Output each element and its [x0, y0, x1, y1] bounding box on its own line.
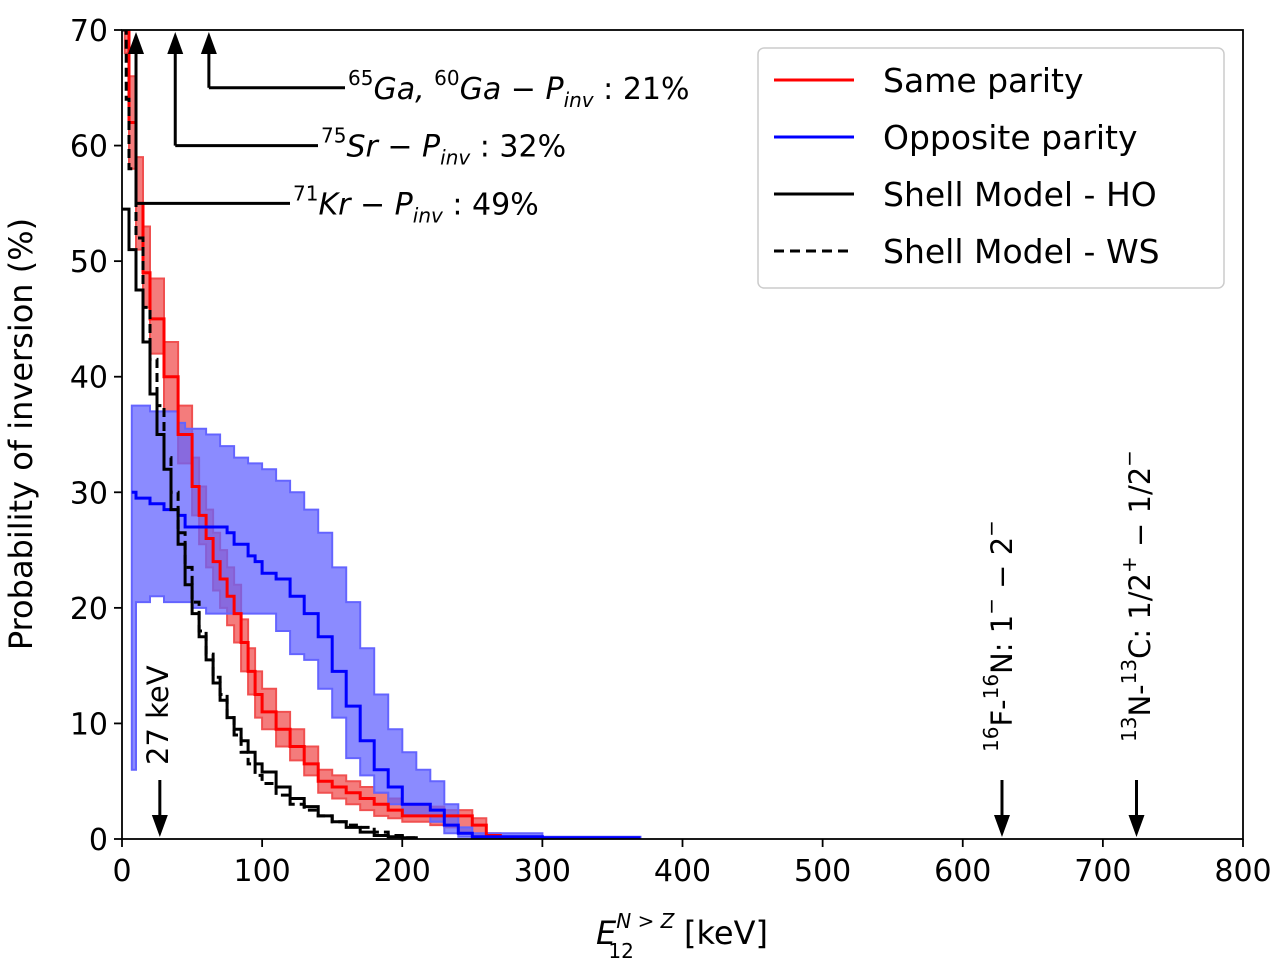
y-tick-label: 30: [70, 476, 108, 511]
annotation-part: Kr: [318, 187, 352, 222]
annotation-arrow-head-kr: [128, 32, 145, 54]
legend-frame: [757, 47, 1225, 289]
legend-label-0: Same parity: [883, 61, 1083, 100]
x-tick-label: 800: [1214, 854, 1271, 889]
marker-label-part: N-: [1123, 684, 1157, 716]
y-tick-label: 60: [70, 130, 108, 165]
x-tick-label: 700: [1074, 854, 1131, 889]
annotation-part: Ga,: [373, 72, 434, 107]
legend-label-3: Shell Model - WS: [883, 232, 1160, 271]
marker-label-part: C: 1/2: [1123, 573, 1157, 659]
annotation-part: − P: [378, 130, 441, 165]
annotation-part: inv: [413, 203, 444, 227]
x-tick-label: 100: [233, 854, 290, 889]
annotation-part: : 21%: [594, 72, 690, 107]
marker-arrow-head-kev27: [151, 815, 168, 837]
y-tick-label: 40: [70, 361, 108, 396]
marker-arrow-head-n13: [1128, 815, 1145, 837]
y-axis-title: Probability of inversion (%): [2, 218, 40, 650]
marker-label-part: 16: [979, 674, 1003, 699]
uncertainty-bands: [123, 30, 642, 839]
annotation-part: 71: [293, 181, 318, 205]
annotation-part: : 49%: [443, 187, 539, 222]
y-tick-label: 0: [89, 823, 108, 858]
y-tick-label: 70: [70, 14, 108, 49]
line-series-1: [131, 490, 641, 839]
marker-label-part: 16: [979, 727, 1003, 752]
legend: Same parity Opposite parity Shell Model - …: [757, 47, 1225, 289]
y-tick-label: 10: [70, 707, 108, 742]
marker-label-part: − 2: [985, 537, 1019, 598]
y-ticks: 0 10 20 30 40 50 60 70: [70, 14, 122, 858]
x-tick-label: 400: [654, 854, 711, 889]
x-axis-title-unit: [keV]: [674, 914, 768, 952]
legend-label-1: Opposite parity: [883, 118, 1138, 157]
legend-label-2: Shell Model - HO: [883, 175, 1157, 214]
annotation-label-sr: 75Sr − Pinv : 32%: [321, 124, 566, 170]
annotation-part: 60: [434, 66, 459, 90]
x-ticks: 0 100 200 300 400 500 600 700 800: [112, 839, 1272, 889]
annotation-part: 75: [321, 124, 346, 148]
x-tick-label: 500: [794, 854, 851, 889]
marker-label-part: −: [979, 520, 1003, 537]
marker-label-part: 13: [1117, 717, 1141, 742]
line-series-0: [124, 30, 515, 839]
x-tick-label: 0: [112, 854, 131, 889]
marker-label-kev27: 27 keV: [141, 665, 175, 765]
annotation-part: Sr: [346, 130, 379, 165]
marker-label-n13: 13N-13C: 1/2+ − 1/2−: [1117, 450, 1157, 742]
marker-label-part: −: [979, 598, 1003, 615]
band-series-1: [130, 404, 642, 839]
x-axis-title: EN > Z 12 [keV]: [596, 909, 768, 960]
plot-area: 65Ga, 60Ga − Pinv : 21%75Sr − Pinv : 32%…: [70, 14, 1272, 889]
annotation-part: Ga: [460, 72, 502, 107]
annotation-part: − P: [501, 72, 564, 107]
y-tick-label: 20: [70, 592, 108, 627]
line-series-3: [122, 30, 418, 839]
annotation-arrow-head-sr: [167, 32, 184, 54]
annotation-label-kr: 71Kr − Pinv : 49%: [293, 181, 539, 227]
x-axis-title-main: E: [596, 914, 617, 952]
annotation-part: − P: [350, 187, 413, 222]
annotation-part: 65: [348, 66, 373, 90]
x-axis-title-sub: 12: [608, 939, 633, 960]
marker-label-f16: 16F-16N: 1− − 2−: [979, 520, 1019, 752]
x-axis-title-sup: N > Z: [616, 909, 675, 933]
annotation-part: inv: [440, 146, 471, 170]
marker-label-part: 13: [1117, 659, 1141, 684]
x-tick-label: 600: [934, 854, 991, 889]
marker-label-part: +: [1117, 556, 1141, 573]
annotation-part: inv: [564, 88, 595, 112]
y-tick-label: 50: [70, 245, 108, 280]
annotation-part: : 32%: [470, 130, 566, 165]
marker-label-part: − 1/2: [1123, 467, 1157, 556]
marker-arrow-head-f16: [993, 815, 1010, 837]
x-tick-label: 300: [514, 854, 571, 889]
marker-label-part: −: [1117, 450, 1141, 467]
series-lines: [122, 30, 641, 839]
annotation-label-ga: 65Ga, 60Ga − Pinv : 21%: [348, 66, 690, 112]
marker-label-part: N: 1: [985, 615, 1019, 674]
annotation-arrow-head-ga: [200, 32, 217, 54]
annotations: 65Ga, 60Ga − Pinv : 21%75Sr − Pinv : 32%…: [128, 32, 1157, 837]
x-tick-label: 200: [374, 854, 431, 889]
marker-label-part: F-: [985, 699, 1019, 726]
